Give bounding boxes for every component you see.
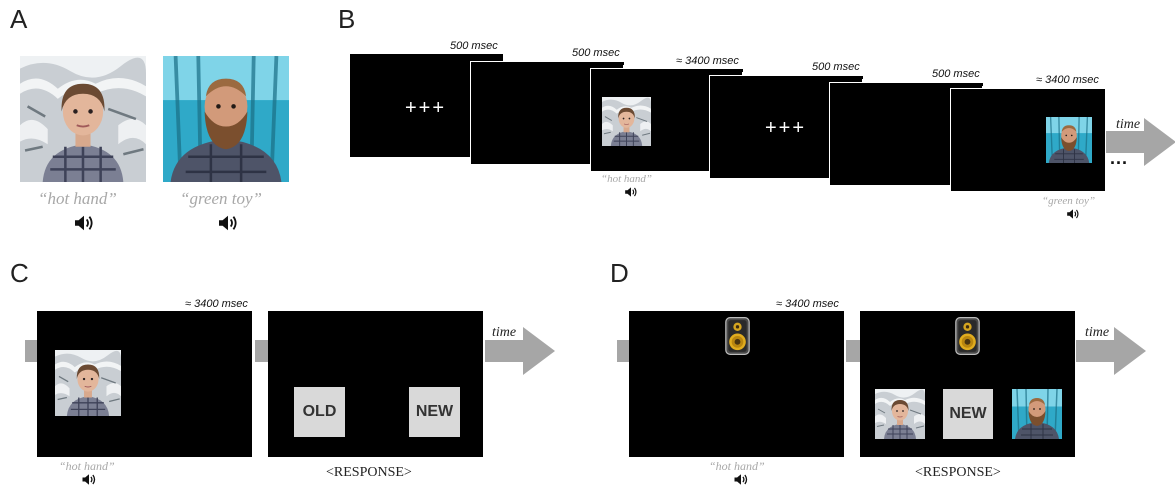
duration-label: 500 msec (812, 61, 860, 73)
duration-label: ≈ 3400 msec (185, 298, 248, 310)
time-label: time (492, 325, 517, 340)
panel-c-letter: C (10, 258, 29, 288)
loudspeaker-icon (955, 316, 980, 356)
left-arrow-stub (617, 340, 629, 362)
speaker-icon (81, 473, 97, 486)
new-button[interactable]: NEW (409, 387, 460, 437)
duration-bar (806, 76, 863, 79)
panel-d-letter: D (610, 258, 629, 288)
fixation-cross-1: +++ (405, 97, 447, 119)
panel-a-letter: A (10, 4, 28, 34)
panel-a-caption-hot-hand: “hot hand” (38, 189, 117, 208)
connector-stub (255, 340, 268, 362)
duration-bar (567, 62, 624, 65)
woman-face-choice[interactable] (875, 389, 925, 439)
loudspeaker-icon (725, 316, 750, 356)
panel-b-letter: B (338, 4, 356, 34)
old-button[interactable]: OLD (294, 387, 345, 437)
speaker-icon (733, 473, 749, 486)
time-label: time (1085, 325, 1110, 340)
woman-face-image (20, 56, 146, 182)
fixation-cross-2: +++ (765, 117, 807, 139)
duration-label: 500 msec (932, 68, 980, 80)
response-label: <RESPONSE> (326, 465, 412, 480)
speaker-icon (624, 186, 638, 198)
panel-b-caption-green-toy: “green toy” (1042, 195, 1096, 207)
man-face-image (163, 56, 289, 182)
man-face-choice[interactable] (1012, 389, 1062, 439)
duration-label: 500 msec (450, 40, 498, 52)
time-label: time (1116, 117, 1141, 132)
new-button[interactable]: NEW (943, 389, 993, 439)
duration-label: ≈ 3400 msec (676, 55, 739, 67)
speaker-icon (73, 214, 95, 232)
duration-bar (672, 69, 743, 72)
duration-label: ≈ 3400 msec (776, 298, 839, 310)
panel-d-caption-hot-hand: “hot hand” (709, 459, 765, 473)
woman-face-thumbnail (602, 97, 651, 146)
speaker-icon (1066, 208, 1080, 220)
left-arrow-stub (25, 340, 37, 362)
connector-stub (846, 340, 860, 362)
duration-label: 500 msec (572, 47, 620, 59)
panel-b-caption-hot-hand: “hot hand” (601, 173, 653, 185)
duration-bar (445, 55, 503, 58)
duration-label: ≈ 3400 msec (1036, 74, 1099, 86)
panel-a-caption-green-toy: “green toy” (180, 189, 263, 208)
man-face-thumbnail (1046, 117, 1092, 163)
speaker-icon (217, 214, 239, 232)
response-label: <RESPONSE> (915, 465, 1001, 480)
panel-c-caption-hot-hand: “hot hand” (59, 459, 115, 473)
woman-face-thumbnail (55, 350, 121, 416)
ellipsis: ... (1110, 148, 1129, 168)
duration-bar (926, 83, 983, 86)
